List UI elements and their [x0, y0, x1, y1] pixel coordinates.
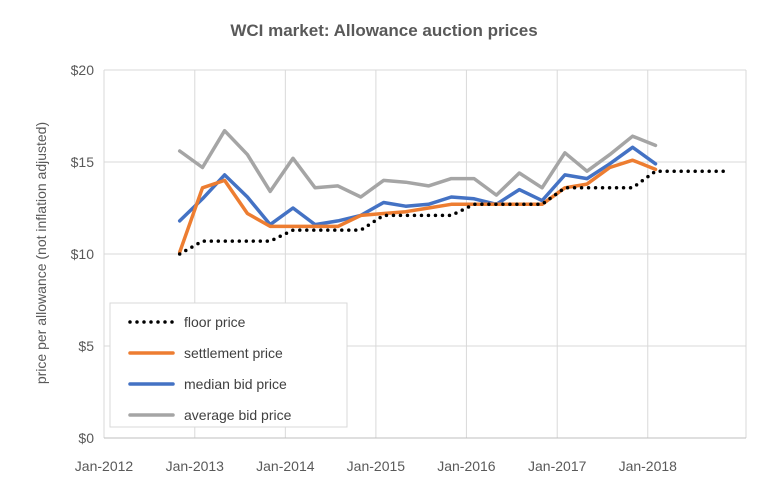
- x-tick-label: Jan-2012: [75, 458, 134, 474]
- y-axis-title: price per allowance (not inflation adjus…: [33, 122, 49, 384]
- y-tick-label: $20: [71, 62, 95, 78]
- y-tick-label: $10: [71, 246, 95, 262]
- x-tick-label: Jan-2018: [619, 458, 678, 474]
- y-axis: $0 $5 $10 $15 $20: [71, 62, 95, 446]
- legend-label: settlement price: [184, 345, 283, 361]
- y-tick-label: $15: [71, 154, 95, 170]
- series-lines: [177, 128, 725, 256]
- legend: floor price settlement price median bid pr…: [109, 302, 348, 428]
- x-axis: Jan-2012 Jan-2013 Jan-2014 Jan-2015 Jan-2016…: [75, 458, 677, 474]
- series-line-median-bid-price: [177, 145, 658, 227]
- x-tick-label: Jan-2017: [528, 458, 587, 474]
- y-tick-label: $5: [78, 338, 94, 354]
- legend-box: [109, 302, 348, 428]
- chart-title: WCI market: Allowance auction prices: [230, 21, 537, 40]
- grid-lines: [103, 69, 747, 439]
- y-tick-label: $0: [78, 430, 94, 446]
- legend-label: floor price: [184, 314, 246, 330]
- x-tick-label: Jan-2016: [437, 458, 496, 474]
- x-tick-label: Jan-2015: [347, 458, 406, 474]
- legend-label: median bid price: [184, 376, 287, 392]
- series-line-average-bid-price: [177, 128, 658, 199]
- legend-label: average bid price: [184, 407, 292, 423]
- x-tick-label: Jan-2013: [166, 458, 225, 474]
- series-line-settlement-price: [177, 158, 658, 254]
- x-tick-label: Jan-2014: [256, 458, 315, 474]
